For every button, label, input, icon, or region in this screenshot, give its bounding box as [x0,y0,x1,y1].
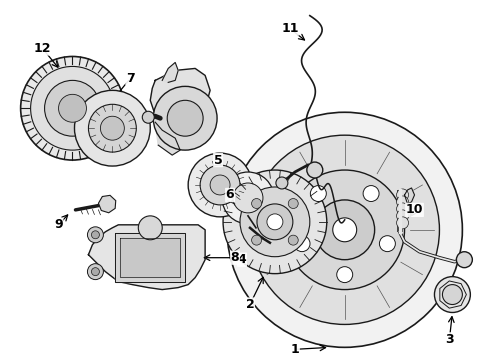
Circle shape [250,135,440,324]
Circle shape [92,231,99,239]
Circle shape [210,175,230,195]
Circle shape [333,218,357,242]
Text: 9: 9 [54,218,63,231]
Circle shape [251,199,262,208]
Circle shape [87,227,103,243]
Polygon shape [89,225,205,289]
Text: 3: 3 [445,333,454,346]
Polygon shape [98,195,116,213]
Circle shape [267,214,283,230]
Circle shape [294,236,310,252]
Circle shape [240,187,310,257]
Circle shape [251,235,262,245]
Circle shape [58,94,86,122]
Circle shape [435,276,470,312]
Circle shape [89,104,136,152]
Circle shape [200,165,240,205]
Circle shape [222,172,274,224]
Circle shape [456,252,472,268]
Circle shape [307,162,323,178]
Circle shape [138,216,162,240]
Polygon shape [150,68,210,130]
Polygon shape [405,188,415,204]
Circle shape [223,170,327,274]
Text: 10: 10 [406,203,423,216]
Circle shape [310,185,326,202]
Text: 7: 7 [126,72,135,85]
Circle shape [233,183,263,213]
Circle shape [285,170,405,289]
Polygon shape [121,238,180,276]
Circle shape [396,196,409,208]
Circle shape [227,112,463,347]
Text: 4: 4 [238,253,246,266]
Text: 6: 6 [226,188,234,202]
Circle shape [396,189,409,201]
Circle shape [153,86,217,150]
Circle shape [288,235,298,245]
Circle shape [21,57,124,160]
Circle shape [396,203,409,215]
Circle shape [337,267,353,283]
Circle shape [87,264,103,280]
Circle shape [167,100,203,136]
Circle shape [288,199,298,208]
Circle shape [379,236,395,252]
Text: 5: 5 [214,154,222,167]
Circle shape [276,177,288,189]
Circle shape [442,285,463,305]
Polygon shape [155,122,180,155]
Circle shape [30,67,114,150]
Circle shape [74,90,150,166]
Circle shape [100,116,124,140]
Polygon shape [162,62,178,82]
Circle shape [315,200,375,260]
Text: 11: 11 [281,22,298,35]
Circle shape [363,185,379,202]
Text: 12: 12 [34,42,51,55]
Polygon shape [115,233,185,282]
Text: 8: 8 [231,251,239,264]
Circle shape [92,268,99,276]
Circle shape [396,210,409,222]
Text: 2: 2 [245,298,254,311]
Circle shape [142,111,154,123]
Circle shape [396,217,409,229]
Text: 1: 1 [291,343,299,356]
Circle shape [188,153,252,217]
Circle shape [45,80,100,136]
Circle shape [257,204,293,240]
